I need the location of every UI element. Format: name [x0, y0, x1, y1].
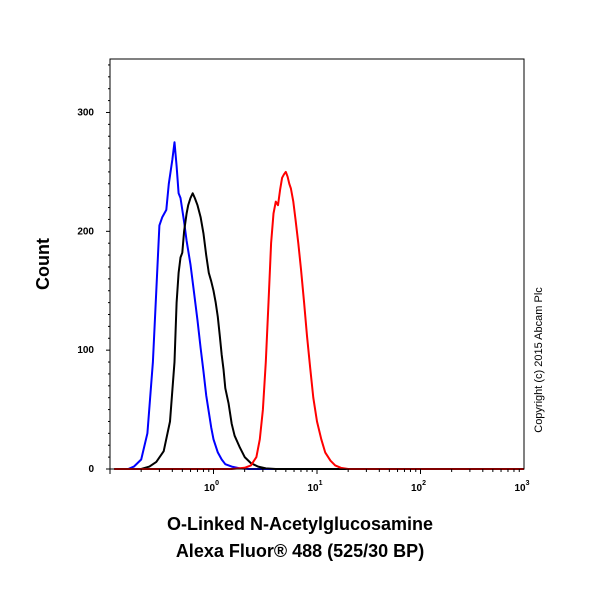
histogram-series-2: [114, 192, 524, 470]
x-tick-label: 101: [307, 480, 322, 494]
x-axis-title-line2: Alexa Fluor® 488 (525/30 BP): [176, 541, 424, 561]
y-tick-label: 200: [77, 226, 94, 237]
histogram-series-1: [114, 141, 524, 470]
x-axis-title-line1: O-Linked N-Acetylglucosamine: [167, 514, 433, 534]
y-tick-label: 100: [77, 345, 94, 356]
x-tick-label: 103: [514, 480, 529, 494]
copyright-notice: Copyright (c) 2015 Abcam Plc: [533, 287, 545, 433]
x-axis-ticks: 100 101 102 103: [109, 469, 530, 494]
y-axis-title: Count: [33, 238, 53, 290]
histogram-series-3: [114, 170, 524, 470]
y-tick-label: 300: [77, 107, 94, 118]
y-axis-ticks: 0 100 200 300: [77, 64, 110, 475]
y-tick-label: 0: [88, 464, 94, 475]
plot-frame: [109, 58, 525, 470]
histogram-curves: [114, 141, 524, 470]
x-tick-label: 100: [204, 480, 219, 494]
x-tick-label: 102: [411, 480, 426, 494]
